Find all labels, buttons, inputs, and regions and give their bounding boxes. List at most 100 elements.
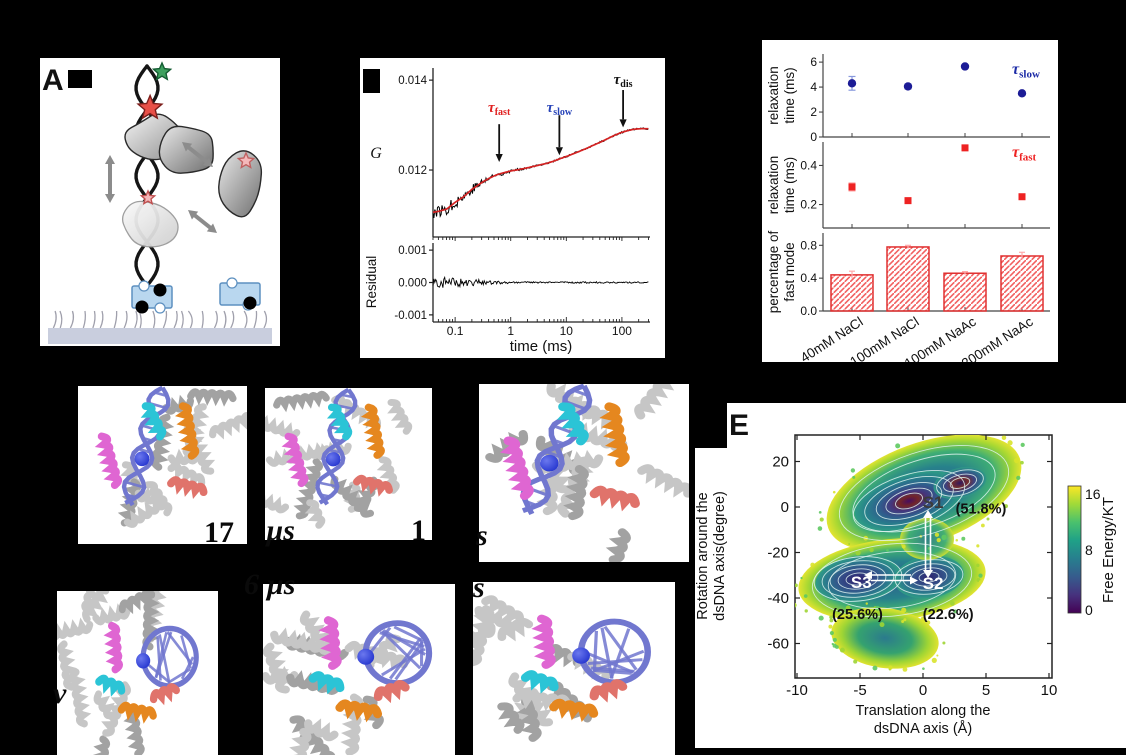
dna-rung bbox=[563, 399, 587, 411]
peg-brush bbox=[173, 310, 178, 329]
panel-c-salt-plots: 0 2 4 6 relaxation time (ms) τslow 0.2 0.4 relaxa… bbox=[762, 40, 1058, 362]
dna-rung bbox=[124, 480, 145, 489]
ribbon-helix bbox=[118, 591, 156, 615]
dna-spoke bbox=[167, 667, 192, 684]
peg-brush bbox=[59, 310, 63, 329]
protein-blob-bottom bbox=[121, 200, 179, 248]
ribbon-helix bbox=[304, 718, 339, 742]
fluorophore-star bbox=[151, 61, 173, 81]
dna-spoke bbox=[609, 628, 631, 679]
dna-spoke bbox=[587, 658, 643, 665]
ribbon-helix bbox=[360, 403, 385, 459]
ribbon-helix bbox=[605, 528, 631, 562]
dna-spoke bbox=[382, 629, 427, 656]
ribbon-helix bbox=[57, 640, 79, 691]
subplot-ytick-label: 6 bbox=[810, 55, 817, 69]
fes-ytick-label: -60 bbox=[767, 636, 789, 653]
subplot-ylabel-line2: fast mode bbox=[782, 242, 797, 301]
ribbon-helix bbox=[589, 679, 628, 703]
fast-mode-bar bbox=[886, 246, 930, 312]
subplot-ylabel-line1: relaxation bbox=[766, 156, 781, 215]
ribbon-helix bbox=[556, 402, 589, 446]
correlation-data-trace bbox=[432, 127, 649, 219]
ribbon-helix bbox=[94, 432, 123, 489]
contour bbox=[885, 487, 933, 515]
ribbon-helix bbox=[485, 429, 529, 463]
ribbon-helix bbox=[123, 496, 168, 528]
fast-mode-bar bbox=[943, 272, 987, 312]
ribbon-helix bbox=[265, 488, 290, 514]
structure-snapshot bbox=[263, 584, 455, 755]
state-percentage: (22.6%) bbox=[923, 607, 974, 623]
time-label-fragment: 6 µs bbox=[244, 568, 296, 601]
peg-brush bbox=[92, 310, 96, 329]
panel-e-free-energy: E S1 (51.8%) S2 (22.6%) S3 (25.6%) -10 -5 0 5 10 20 0… bbox=[695, 403, 1126, 748]
colorbar-tick-label: 16 bbox=[1085, 486, 1101, 502]
ribbon-helix bbox=[520, 670, 559, 694]
ribbon-helix bbox=[117, 701, 157, 724]
contour bbox=[864, 476, 954, 526]
ribbon-helix bbox=[82, 591, 110, 623]
motion-arrow bbox=[186, 144, 209, 165]
peg-brush bbox=[230, 310, 235, 329]
ribbon-helix bbox=[282, 727, 312, 755]
ribbon-helix bbox=[91, 735, 111, 755]
ribbon-helix bbox=[563, 465, 589, 521]
contour bbox=[942, 473, 978, 493]
probe-sphere bbox=[134, 451, 150, 467]
subplot-legend: τslow bbox=[1012, 61, 1040, 81]
ribbon-helix bbox=[499, 436, 534, 501]
g-ytick-label: 0.012 bbox=[398, 165, 427, 177]
ribbon-helix bbox=[549, 698, 599, 723]
ribbon-helix bbox=[344, 640, 408, 671]
contour bbox=[949, 477, 971, 489]
fes-xlabel-line2: dsDNA axis (Å) bbox=[874, 720, 972, 737]
ribbon-helix bbox=[68, 668, 92, 728]
ribbon-helix bbox=[209, 408, 247, 440]
tau-fast-point bbox=[961, 144, 969, 152]
time-axis-label: time (ms) bbox=[510, 338, 573, 355]
subplot-legend: τfast bbox=[1012, 144, 1037, 164]
ribbon-helix bbox=[473, 623, 496, 648]
subplot-ytick-label: 0.0 bbox=[800, 304, 817, 318]
probe-sphere bbox=[572, 647, 590, 664]
fast-mode-bar bbox=[1000, 255, 1044, 312]
tau-fast-point bbox=[1018, 193, 1026, 201]
dna-spoke bbox=[380, 630, 422, 670]
dna-rung bbox=[317, 481, 338, 488]
colorbar-label: Free Energy/KT bbox=[1100, 497, 1117, 603]
residual-axis-label: Residual bbox=[364, 256, 379, 309]
glass-surface bbox=[48, 328, 272, 344]
ribbon-helix bbox=[599, 402, 630, 468]
tau-fast-point bbox=[904, 197, 912, 205]
peg-brush bbox=[99, 310, 104, 329]
tau-annotation-label: τslow bbox=[547, 100, 573, 118]
peg-brush bbox=[187, 310, 193, 329]
subplot-ylabel-line1: percentage of bbox=[766, 230, 781, 313]
dna-spoke bbox=[158, 634, 171, 683]
time-label-fragment: 17 bbox=[204, 516, 234, 549]
fes-xtick-label: 0 bbox=[919, 682, 927, 699]
tau-slow-point bbox=[903, 82, 913, 91]
subplot-ytick-label: 0 bbox=[810, 130, 817, 144]
peg-brush bbox=[253, 310, 258, 329]
residual-ytick-label: -0.001 bbox=[394, 310, 427, 322]
dna-spoke bbox=[592, 630, 599, 672]
subplot-ytick-label: 0.2 bbox=[800, 198, 817, 212]
colorbar bbox=[1067, 485, 1082, 614]
contour bbox=[852, 453, 996, 533]
ribbon-helix bbox=[387, 399, 413, 435]
ribbon-helix bbox=[497, 617, 534, 642]
fes-xtick-label: -5 bbox=[853, 682, 866, 699]
biotin-dot bbox=[243, 296, 257, 310]
panel-a-label-redaction bbox=[68, 70, 92, 88]
time-xtick-label: 100 bbox=[612, 324, 632, 338]
peg-brush bbox=[201, 310, 204, 329]
peg-brush bbox=[213, 310, 218, 329]
ribbon-helix bbox=[81, 591, 103, 615]
subplot-ylabel-line2: time (ms) bbox=[782, 157, 797, 213]
ribbon-helix bbox=[270, 627, 335, 655]
time-xtick-label: 1 bbox=[507, 324, 514, 338]
contour bbox=[837, 568, 879, 590]
